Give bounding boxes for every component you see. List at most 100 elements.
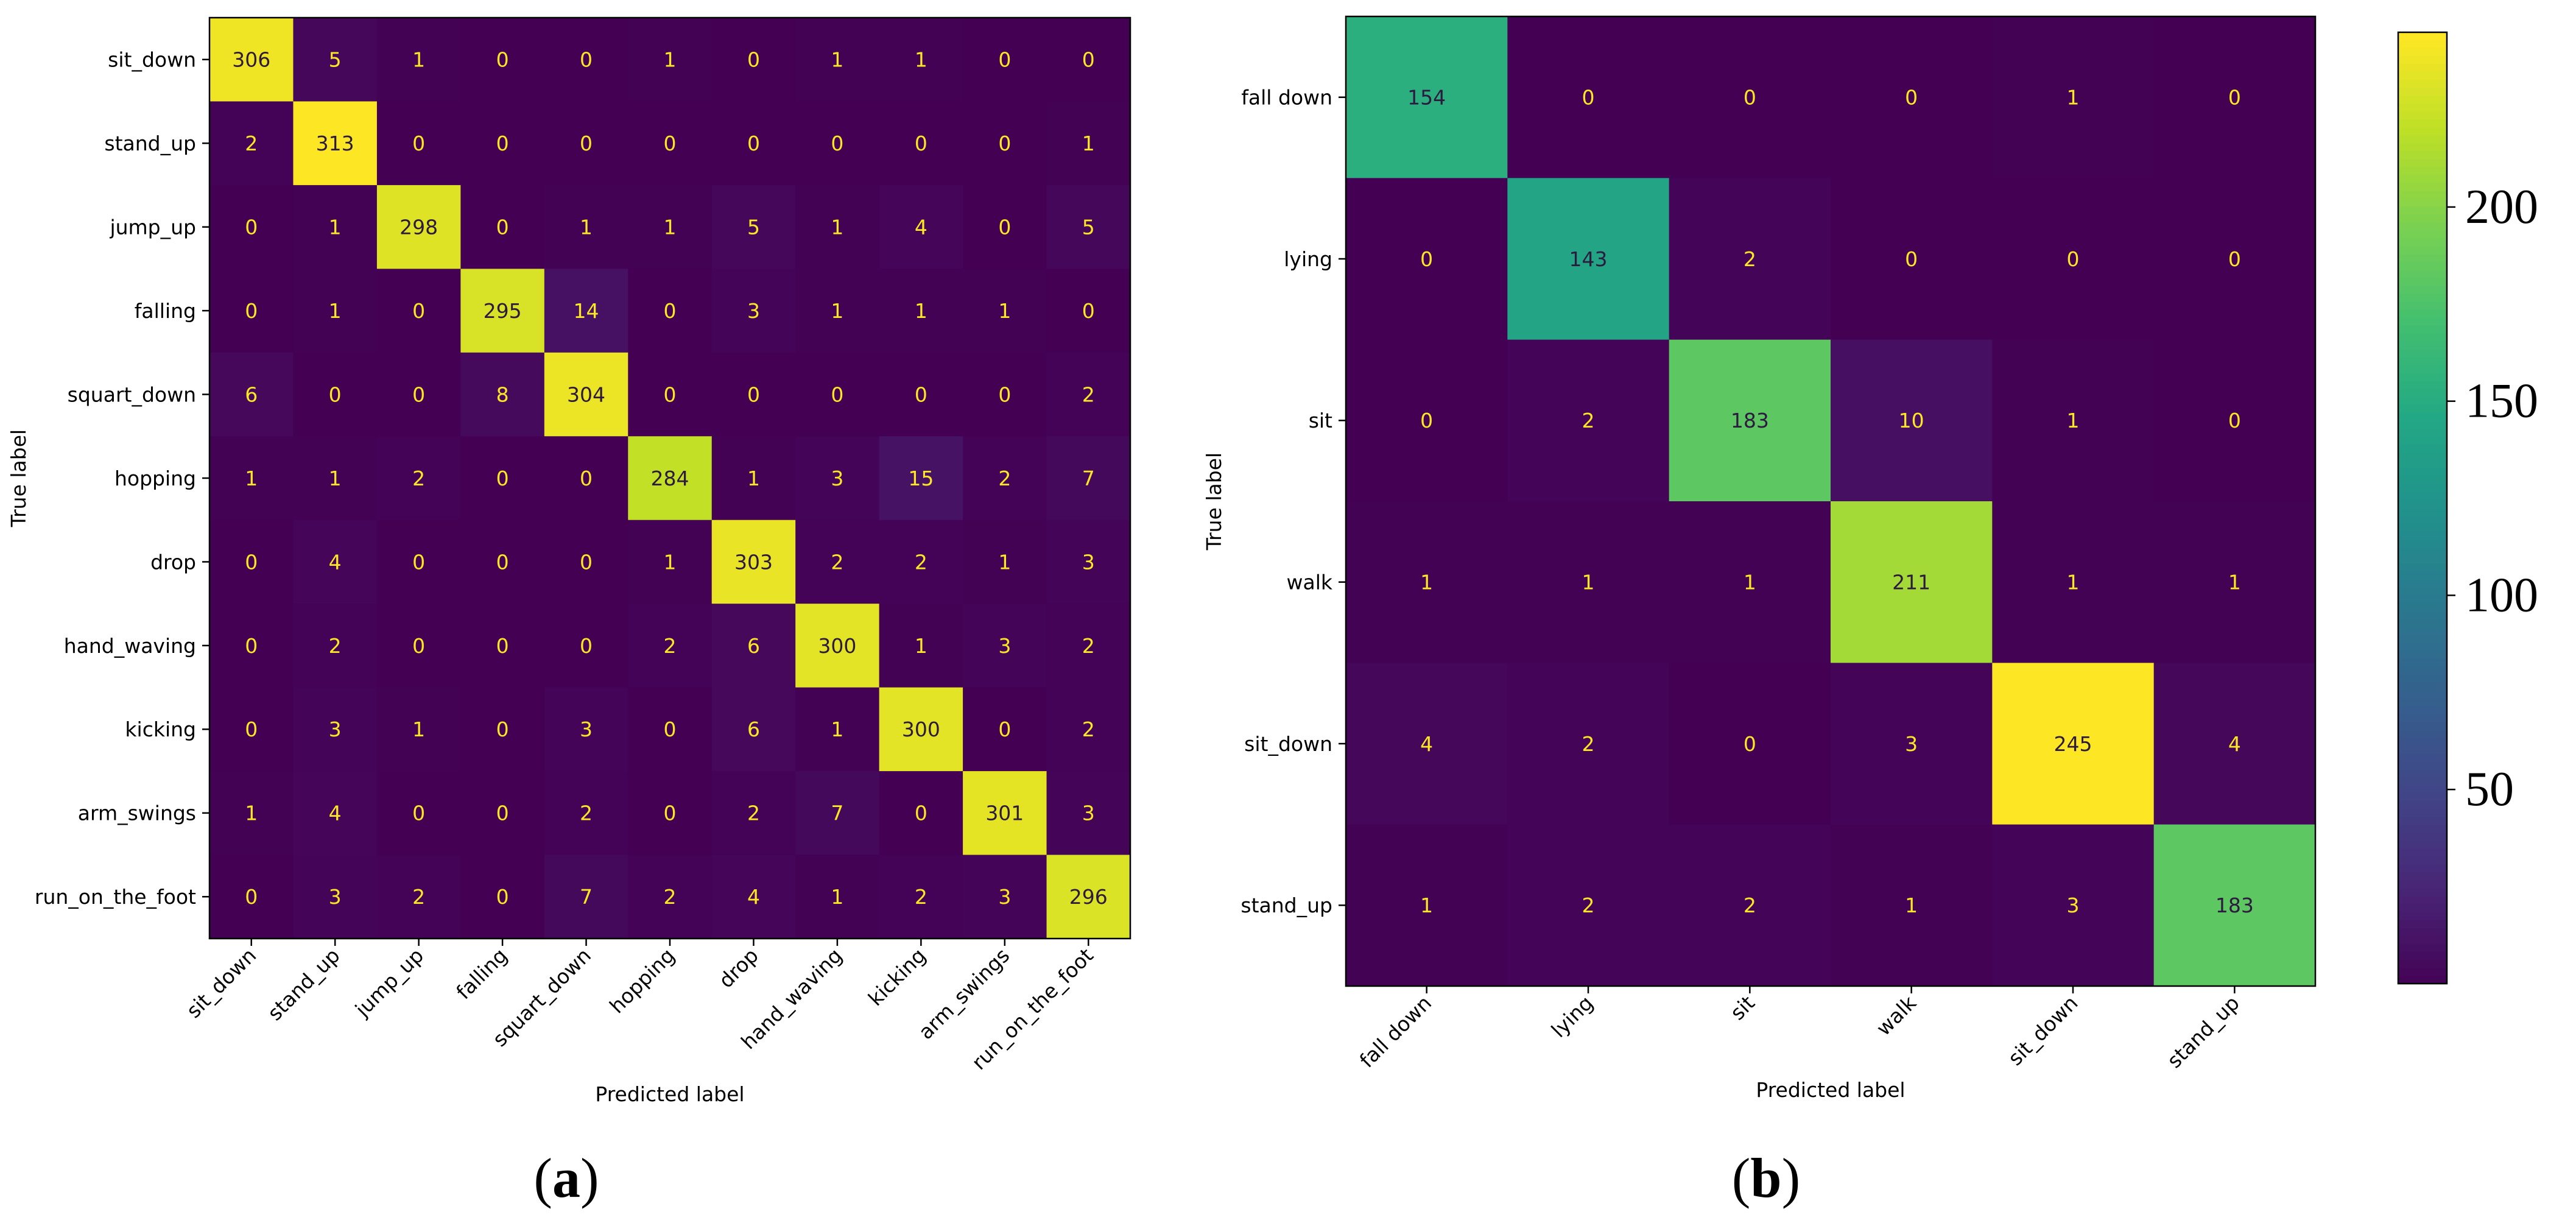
colorbar-gradient-step xyxy=(2398,452,2447,461)
cell-value: 1 xyxy=(915,634,927,658)
colorbar-gradient-step xyxy=(2398,912,2447,921)
cell-value: 0 xyxy=(496,132,509,155)
cell-value: 0 xyxy=(747,132,760,155)
matrix-cell xyxy=(293,185,378,269)
matrix-cell xyxy=(795,185,880,269)
matrix-cell xyxy=(963,604,1047,688)
colorbar-gradient-step xyxy=(2398,579,2447,588)
cell-value: 2 xyxy=(1082,717,1095,741)
cell-value: 0 xyxy=(580,467,593,490)
x-axis-label: Predicted label xyxy=(1756,1078,1905,1102)
y-tick-label: arm_swings xyxy=(78,802,196,825)
colorbar-gradient-step xyxy=(2398,230,2447,239)
colorbar-gradient-step xyxy=(2398,611,2447,620)
cell-value: 1 xyxy=(2067,571,2080,594)
colorbar-gradient-step xyxy=(2398,48,2447,57)
matrix-cell xyxy=(293,604,378,688)
matrix-cell xyxy=(1992,663,2155,825)
x-tick-label: lying xyxy=(1547,991,1598,1042)
cell-value: 0 xyxy=(747,48,760,72)
y-tick-label: sit_down xyxy=(108,48,196,72)
y-tick-label: jump_up xyxy=(109,216,196,239)
colorbar-gradient-step xyxy=(2398,135,2447,144)
matrix-cell xyxy=(795,855,880,939)
cell-value: 1 xyxy=(998,550,1011,574)
cell-value: 2 xyxy=(831,550,843,574)
x-tick-label: walk xyxy=(1871,990,1921,1040)
x-tick-label: sit_down xyxy=(2004,991,2083,1070)
x-tick-label: sit xyxy=(1726,991,1759,1024)
matrix-cell xyxy=(544,101,628,186)
cell-value: 143 xyxy=(1569,247,1608,271)
cell-value: 313 xyxy=(316,132,354,155)
matrix-cell xyxy=(1669,824,1831,987)
matrix-cell xyxy=(628,352,713,437)
matrix-cell xyxy=(544,687,628,772)
cell-value: 0 xyxy=(412,550,425,574)
matrix-cell xyxy=(711,436,796,521)
colorbar-gradient-step xyxy=(2398,801,2447,810)
cell-value: 1 xyxy=(1420,571,1433,594)
matrix-cell xyxy=(293,520,378,604)
cell-value: 2 xyxy=(412,885,425,909)
matrix-cell xyxy=(1046,520,1131,604)
colorbar-gradient-step xyxy=(2398,404,2447,414)
colorbar-gradient-step xyxy=(2398,381,2447,390)
colorbar-gradient-step xyxy=(2398,619,2447,628)
colorbar-gradient-step xyxy=(2398,571,2447,580)
colorbar-gradient-step xyxy=(2398,492,2447,501)
matrix-cell xyxy=(711,604,796,688)
matrix-cell xyxy=(293,269,378,353)
colorbar-gradient-step xyxy=(2398,64,2447,72)
colorbar-gradient-step xyxy=(2398,80,2447,88)
cell-value: 7 xyxy=(580,885,593,909)
x-tick-label: stand_up xyxy=(2163,991,2244,1073)
colorbar-gradient-step xyxy=(2398,563,2447,572)
matrix-cell xyxy=(1992,178,2155,340)
y-tick-label: drop xyxy=(150,550,196,574)
matrix-cell xyxy=(628,436,713,521)
colorbar-frame xyxy=(2397,31,2448,985)
cell-value: 1 xyxy=(915,48,927,72)
matrix-cell xyxy=(628,855,713,939)
cell-value: 1 xyxy=(664,48,677,72)
cell-value: 2 xyxy=(1744,247,1756,271)
cell-value: 304 xyxy=(567,382,605,406)
cell-value: 0 xyxy=(580,634,593,658)
matrix-cell xyxy=(1831,16,1993,178)
cell-value: 2 xyxy=(1582,893,1595,917)
matrix-cell xyxy=(293,18,378,102)
colorbar-gradient-step xyxy=(2398,706,2447,715)
colorbar-gradient-step xyxy=(2398,532,2447,540)
y-tick-label: sit_down xyxy=(1244,732,1332,756)
cell-value: 3 xyxy=(747,299,760,323)
cell-value: 0 xyxy=(496,802,509,825)
colorbar-gradient-step xyxy=(2398,643,2447,652)
colorbar-gradient-step xyxy=(2398,373,2447,382)
cell-value: 4 xyxy=(329,802,342,825)
matrix-cell xyxy=(1507,824,1670,987)
cell-value: 0 xyxy=(998,382,1011,406)
matrix-cell xyxy=(1669,663,1831,825)
cell-value: 1 xyxy=(998,299,1011,323)
matrix-cell xyxy=(879,352,963,437)
matrix-cell xyxy=(1507,339,1670,502)
x-axis-label: Predicted label xyxy=(595,1082,744,1106)
colorbar-tick-label: 50 xyxy=(2465,763,2514,816)
caption-letter: b xyxy=(1750,1147,1781,1209)
matrix-cell xyxy=(1046,18,1131,102)
matrix-cell xyxy=(795,687,880,772)
x-tick-label: kicking xyxy=(864,943,931,1010)
colorbar-gradient-step xyxy=(2398,833,2447,842)
cell-value: 0 xyxy=(1420,247,1433,271)
x-tick-label: fall down xyxy=(1355,991,1436,1072)
matrix-cell xyxy=(1669,501,1831,663)
matrix-cell xyxy=(1046,604,1131,688)
y-axis-label: True label xyxy=(7,429,30,527)
matrix-cell xyxy=(1669,16,1831,178)
colorbar-gradient-step xyxy=(2398,412,2447,421)
matrix-cell xyxy=(376,101,461,186)
confusion-matrix-b: 154 0 0 0 1 00 143 2 0 0 00 2 183 10 1 01 1 1 211 1 14 2 0 3 245… xyxy=(1202,15,2317,1209)
matrix-cell xyxy=(711,101,796,186)
y-tick-label: lying xyxy=(1284,247,1332,271)
